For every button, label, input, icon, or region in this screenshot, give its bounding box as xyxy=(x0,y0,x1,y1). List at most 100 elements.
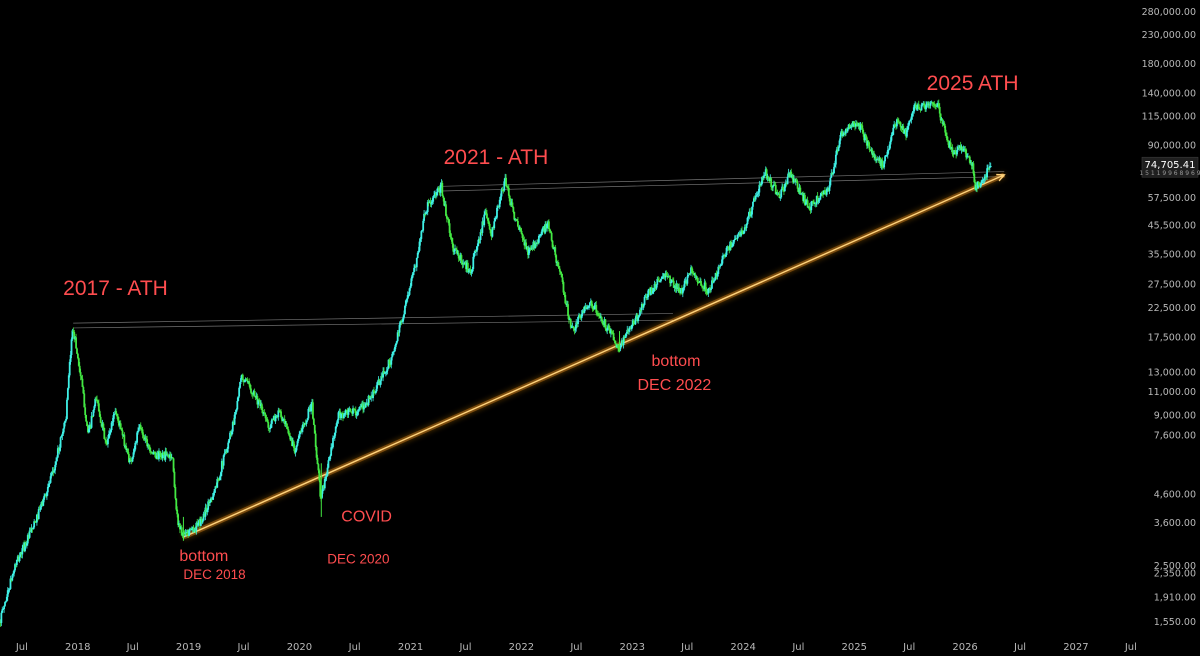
candle-body xyxy=(670,282,672,284)
candle-body xyxy=(256,395,259,405)
candle-body xyxy=(496,207,498,218)
candle-body xyxy=(540,231,543,234)
candle-body xyxy=(523,240,526,246)
candle-body xyxy=(373,390,375,393)
y-tick-label: 115,000.00 xyxy=(1142,112,1196,123)
candle-body xyxy=(730,241,733,248)
candle-body xyxy=(647,290,650,298)
candle-body xyxy=(671,279,674,281)
candle-body xyxy=(644,296,647,298)
candle-body xyxy=(332,437,334,448)
candle-body xyxy=(947,140,949,142)
candle-body xyxy=(820,192,823,196)
candle-body xyxy=(181,535,184,537)
candle-body xyxy=(952,153,955,155)
x-axis[interactable]: Jul 2018 Jul 2019 Jul 2020 Jul 2021 Jul 2022 Jul 20… xyxy=(15,642,1137,653)
candle-body xyxy=(621,340,624,345)
candle-body xyxy=(282,419,285,421)
candle-body xyxy=(446,218,449,220)
candle-body xyxy=(890,135,893,141)
candle-body xyxy=(701,285,703,287)
candle-body xyxy=(199,519,202,526)
candle-body xyxy=(236,400,239,410)
candle-body xyxy=(365,402,368,404)
y-axis[interactable]: 280,000.00 230,000.00 180,000.00 140,000.00… xyxy=(1142,7,1196,628)
candle-body xyxy=(230,431,233,435)
candle-body xyxy=(466,262,469,272)
x-tick-label: Jul xyxy=(902,642,915,653)
candle-body xyxy=(88,425,91,429)
candle-body xyxy=(610,330,613,333)
candle-body xyxy=(459,255,462,260)
candle-body xyxy=(316,457,319,465)
candle-body xyxy=(553,247,556,250)
candle-body xyxy=(467,271,470,273)
candle-body xyxy=(558,268,561,272)
candle-body xyxy=(881,160,884,167)
candle-body xyxy=(856,124,859,127)
candle-body xyxy=(516,219,518,221)
candle-body xyxy=(333,432,336,438)
candle-body xyxy=(207,501,210,510)
candle-body xyxy=(204,507,207,517)
candle-body xyxy=(325,475,328,477)
candle-body xyxy=(711,280,713,289)
candle-body xyxy=(681,288,683,294)
candle-body xyxy=(641,303,644,308)
candle-body xyxy=(823,190,825,195)
y-tick-label: 13,000.00 xyxy=(1148,368,1196,379)
candle-body xyxy=(198,519,200,523)
candle-body xyxy=(303,423,306,425)
candle-body xyxy=(208,501,210,503)
candle-body xyxy=(958,145,961,148)
candle-body xyxy=(741,230,743,232)
candle-body xyxy=(720,264,722,266)
candle-body xyxy=(267,422,270,428)
candle-body xyxy=(867,141,870,147)
candle-body xyxy=(135,442,138,444)
x-tick-label: 2025 xyxy=(842,642,867,653)
candle-body xyxy=(212,492,215,497)
candle-body xyxy=(805,200,808,203)
candle-body xyxy=(97,400,99,404)
candle-body xyxy=(127,448,129,455)
x-tick-label: 2026 xyxy=(952,642,977,653)
candle-body xyxy=(600,317,603,322)
x-tick-label: 2021 xyxy=(398,642,423,653)
candle-body xyxy=(629,327,631,330)
candle-body xyxy=(728,247,731,250)
candle-body xyxy=(232,421,235,425)
candle-body xyxy=(584,306,587,308)
candle-body xyxy=(420,231,423,239)
candle-body xyxy=(448,223,451,233)
candle-body xyxy=(53,470,56,473)
candle-body xyxy=(522,237,525,241)
candle-body xyxy=(595,305,598,313)
candle-body xyxy=(464,261,466,264)
annotation-label: 2021 - ATH xyxy=(444,146,549,169)
candle-body xyxy=(313,424,316,434)
candle-body xyxy=(750,214,753,216)
candle-body xyxy=(640,309,642,311)
candle-body xyxy=(729,241,732,250)
candle-body xyxy=(427,202,430,204)
candle-body xyxy=(808,206,811,210)
candle-body xyxy=(458,258,461,260)
candle-body xyxy=(932,102,935,104)
candle-body xyxy=(892,127,895,135)
candle-body xyxy=(895,124,897,127)
candle-body xyxy=(483,214,486,226)
candle-body xyxy=(340,412,343,419)
candle-body xyxy=(216,479,219,488)
candle-body xyxy=(60,435,63,438)
candle-body xyxy=(506,186,509,189)
y-tick-label: 22,500.00 xyxy=(1148,303,1196,314)
candle-body xyxy=(880,160,883,166)
candle-body xyxy=(122,434,125,436)
candle-body xyxy=(793,178,796,182)
candle-body xyxy=(511,202,514,208)
candle-body xyxy=(213,489,216,493)
candle-body xyxy=(356,411,359,415)
